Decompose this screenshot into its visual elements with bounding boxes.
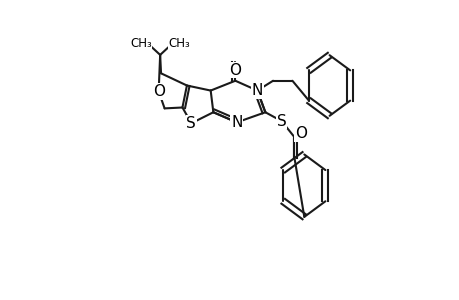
Text: S: S (276, 114, 286, 129)
Text: N: N (230, 115, 242, 130)
Text: N: N (251, 83, 263, 98)
Text: O: O (229, 62, 241, 77)
Text: CH₃: CH₃ (168, 38, 190, 50)
Text: CH₃: CH₃ (130, 38, 151, 50)
Text: O: O (294, 126, 306, 141)
Text: O: O (152, 84, 164, 99)
Text: S: S (186, 116, 196, 131)
